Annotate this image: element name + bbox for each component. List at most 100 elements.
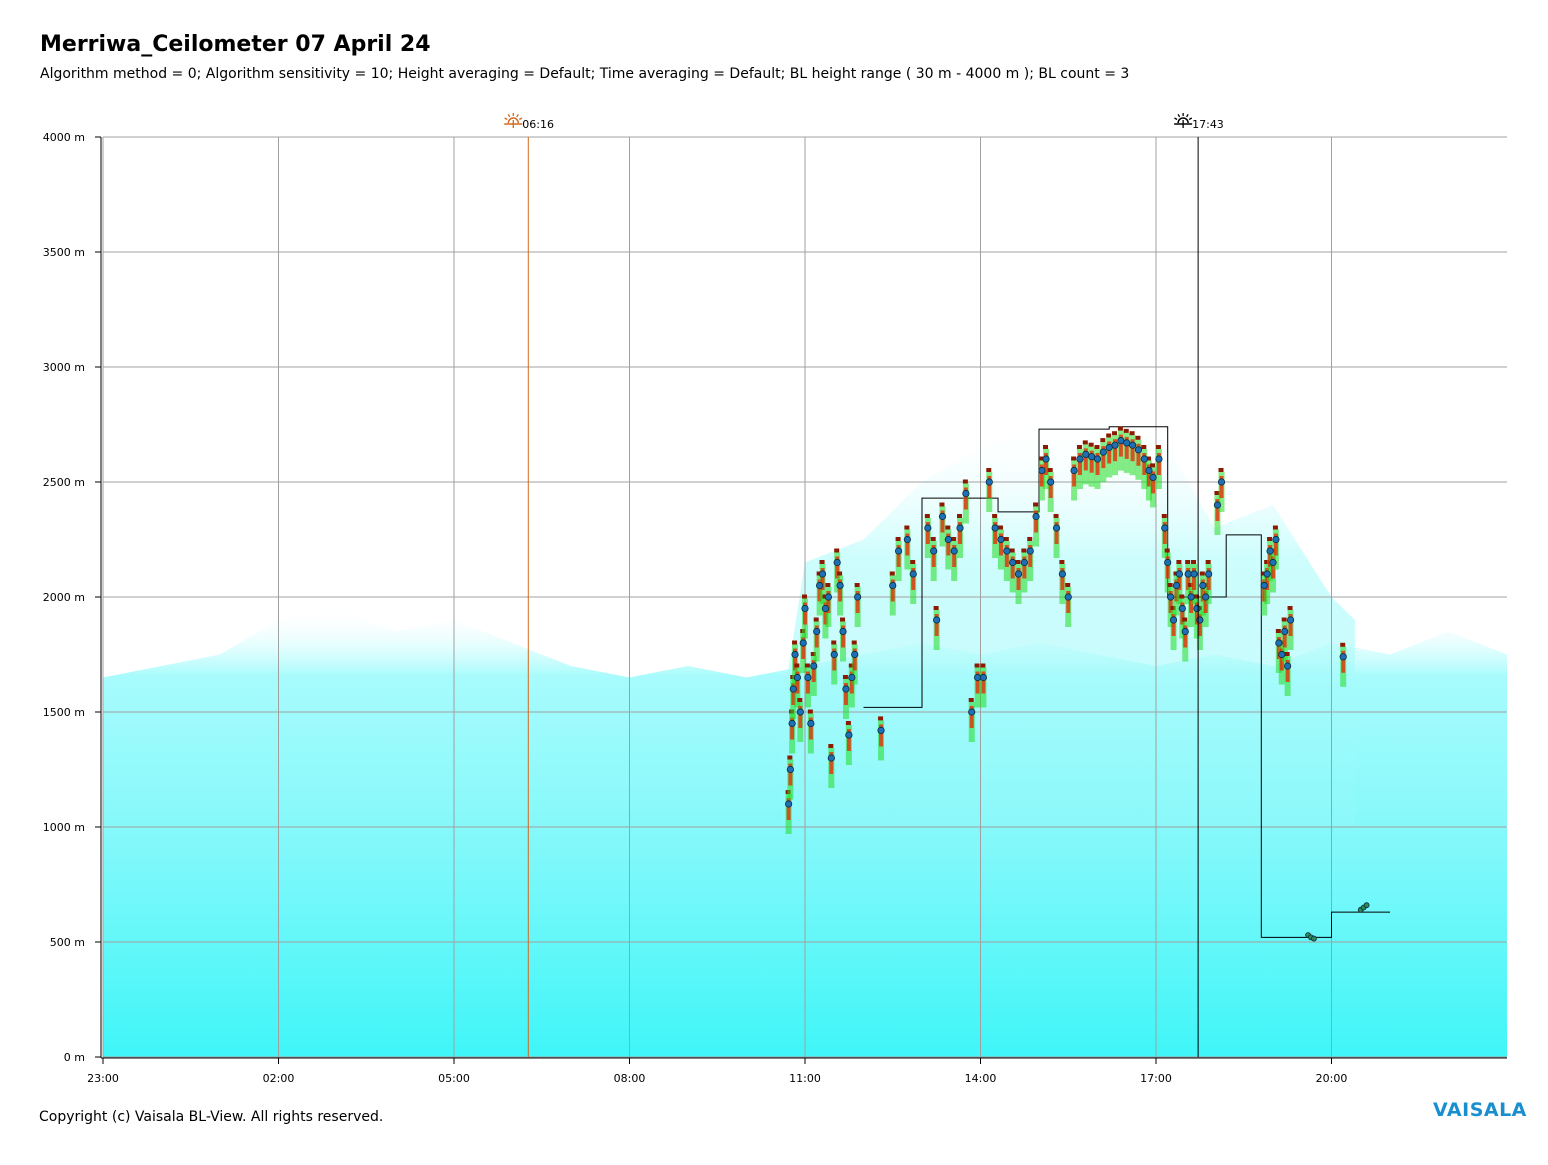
bl-height-marker [924, 524, 932, 532]
cloud-base-dash [828, 744, 834, 748]
backscatter-red-streak [1285, 660, 1290, 682]
cloud-base-dash [980, 663, 986, 668]
cloud-base-dash [1340, 642, 1346, 647]
cloud-base-dash [1199, 571, 1205, 576]
cloud-base-dash [1164, 548, 1170, 553]
backscatter-red-streak [1095, 453, 1100, 475]
cloud-base-dash [837, 571, 843, 576]
chart-subtitle: Algorithm method = 0; Algorithm sensitiv… [40, 66, 1130, 82]
backscatter-red-streak [1066, 591, 1071, 613]
backscatter-red-streak [805, 671, 810, 694]
bl-height-marker [903, 535, 911, 544]
bl-height-marker [968, 708, 976, 716]
backscatter-red-streak [1273, 533, 1278, 556]
cloud-base-dash [813, 617, 819, 622]
plot-area: 0 m 500 m 1000 m 1500 m 2000 m 2500 m 3000 m 35… [43, 113, 1507, 1085]
cloud-base-dash [807, 709, 813, 714]
sunrise-icon [504, 113, 523, 128]
backscatter-red-streak [832, 648, 837, 671]
cloud-base-dash [1059, 560, 1065, 564]
cloud-base-dash [1076, 445, 1082, 449]
bl-height-marker [833, 558, 841, 567]
backscatter-red-streak [879, 724, 884, 747]
bl-height-marker [1263, 570, 1271, 578]
cloud-base-dash [997, 525, 1003, 530]
cloud-base-dash [804, 663, 810, 668]
y-tick-label: 3500 m [43, 246, 85, 259]
cloud-base-dash [1129, 431, 1135, 436]
x-tick-label: 11:00 [789, 1072, 821, 1085]
bl-height-marker [930, 547, 938, 555]
cloud-base-dash [1191, 560, 1197, 564]
backscatter-red-streak [1118, 434, 1123, 457]
bl-height-marker [1145, 466, 1153, 475]
x-tick-label: 05:00 [438, 1072, 470, 1085]
cloud-base-dash [1185, 560, 1191, 564]
bl-height-marker [799, 639, 807, 647]
cloud-base-dash [878, 716, 884, 721]
backscatter-red-streak [1146, 464, 1151, 487]
cloud-base-dash [904, 525, 910, 530]
cloud-base-dash [1003, 537, 1009, 541]
cloud-base-dash [810, 652, 816, 656]
bl-height-marker [1272, 535, 1280, 544]
bl-height-marker [836, 581, 844, 590]
cloud-base-dash [834, 548, 840, 553]
bl-height-marker [791, 650, 799, 659]
bl-height-marker [933, 616, 941, 624]
backscatter-red-streak [793, 648, 798, 671]
bl-height-marker [789, 685, 797, 693]
cloud-base-dash [1264, 560, 1270, 564]
backscatter-red-streak [1072, 464, 1077, 487]
backscatter-red-streak [801, 637, 806, 659]
backscatter-red-streak [1124, 436, 1129, 459]
y-tick-label: 500 m [50, 936, 85, 949]
x-tick-label: 20:00 [1316, 1072, 1348, 1085]
cloud-base-dash [1123, 428, 1129, 433]
bl-height-marker [1184, 570, 1192, 578]
bl-height-marker [894, 547, 903, 555]
backscatter-red-streak [890, 579, 895, 602]
cloud-base-dash [974, 663, 980, 668]
cloud-base-dash [957, 514, 963, 518]
backscatter-red-streak [940, 510, 945, 533]
bl-height-marker [1134, 446, 1143, 454]
bl-height-marker [801, 604, 809, 613]
backscatter-red-streak [1171, 614, 1176, 636]
cloud-base-dash [854, 583, 860, 587]
backscatter-red-streak [1165, 556, 1170, 579]
bl-height-marker [1260, 581, 1268, 590]
backscatter-red-streak [846, 729, 851, 751]
bl-height-marker [842, 685, 850, 693]
y-tick-label: 3000 m [43, 361, 85, 374]
bl-height-marker [997, 535, 1005, 544]
y-tick-label: 2500 m [43, 476, 85, 489]
cloud-base-dash [1167, 583, 1173, 587]
bl-height-marker [1281, 627, 1289, 636]
bl-height-marker [1111, 441, 1119, 449]
cloud-base-dash [1088, 442, 1094, 447]
backscatter-red-streak [852, 648, 857, 671]
cloud-base-dash [1193, 594, 1199, 599]
bl-height-marker [810, 662, 818, 670]
cloud-base-dash [986, 468, 992, 472]
cloud-base-dash [825, 583, 831, 587]
backscatter-red-streak [1004, 545, 1009, 567]
bl-height-marker [1217, 478, 1226, 486]
cloud-base-dash [962, 479, 968, 484]
bl-height-marker [938, 512, 947, 521]
bl-height-marker [796, 708, 804, 716]
cloud-base-dash [1179, 594, 1185, 599]
bl-height-marker [848, 673, 856, 682]
bl-height-marker [804, 673, 812, 682]
cloud-base-dash [1027, 537, 1033, 541]
backscatter-red-streak [820, 568, 825, 590]
bl-height-marker [827, 754, 835, 762]
cloud-base-dash [1015, 560, 1021, 564]
x-tick-label: 23:00 [87, 1072, 119, 1085]
bl-height-marker [821, 604, 830, 613]
backscatter-red-streak [835, 556, 840, 579]
bl-height-marker [979, 673, 988, 682]
backscatter-red-streak [934, 614, 939, 636]
bl-height-marker [1172, 581, 1181, 590]
